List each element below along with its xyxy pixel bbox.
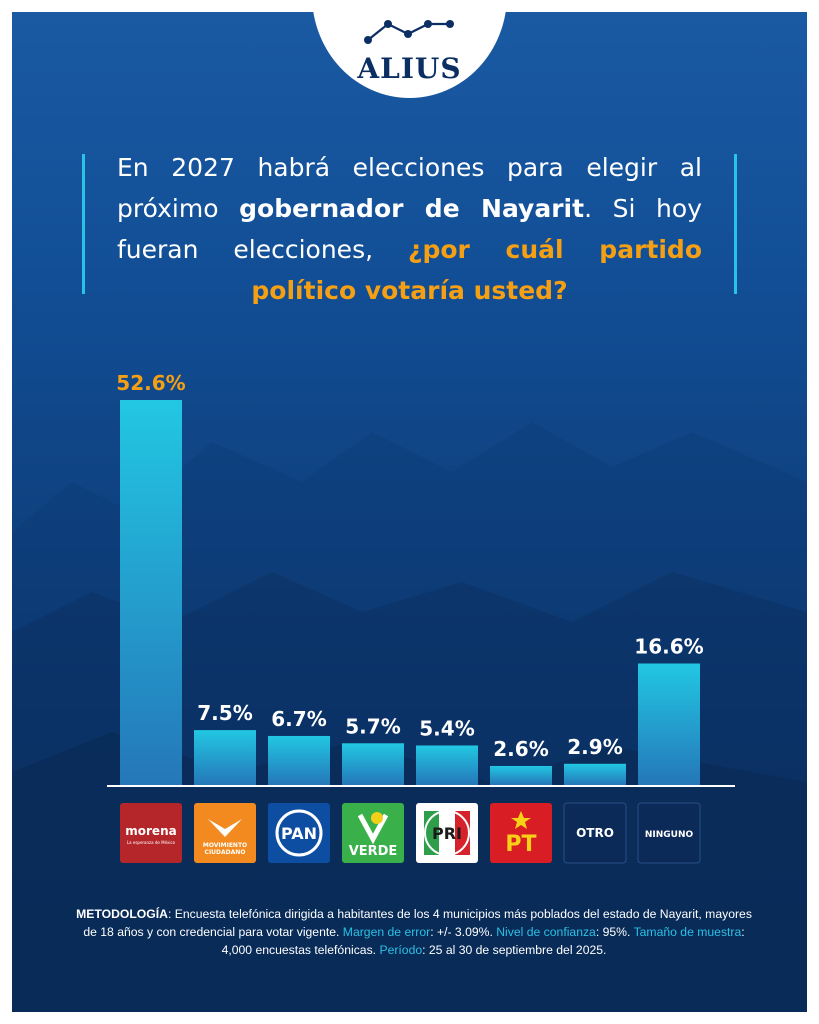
infographic-frame: ALIUS En 2027 habrá elecciones para eleg… (12, 12, 807, 1012)
logo-label-ninguno: NINGUNO (645, 830, 694, 840)
bar-verde (342, 743, 404, 785)
methodology-text: : Encuesta telefónica dirigida a habitan… (83, 907, 752, 939)
logo-label-mc-2: CIUDADANO (205, 849, 246, 856)
data-label-otro: 2.9% (567, 735, 622, 759)
logo-label-morena: morena (125, 824, 176, 838)
morena-logo-icon: morena La esperanza de México (120, 803, 182, 863)
mountain-background (12, 422, 807, 1012)
bar-morena (120, 400, 182, 785)
bar-pan (268, 735, 330, 785)
logo-label-otro: OTRO (576, 826, 614, 840)
question-part2: . Si hoy fueran elecciones, (117, 194, 702, 264)
brand-name: ALIUS (357, 52, 462, 85)
logo-sub-morena: La esperanza de México (127, 840, 176, 845)
bar-ninguno (638, 663, 700, 785)
bar-pri (416, 745, 478, 785)
margin-value: : +/- 3.09%. (430, 925, 497, 939)
logo-label-mc-1: MOVIMIENTO (203, 842, 247, 849)
question-part1: En 2027 habrá elecciones para elegir al … (117, 153, 702, 223)
pt-logo-icon: PT (490, 803, 552, 863)
bar-chart: 52.6% 7.5% 6.7% 5.7% 5.4% 2.6% 2.9% 16.6% moren… (107, 371, 735, 864)
data-label-movimiento-ciudadano: 7.5% (197, 701, 252, 725)
question-text: En 2027 habrá elecciones para elegir al … (117, 147, 702, 311)
ninguno-logo-icon: NINGUNO (637, 802, 701, 864)
period-value: : 25 al 30 de septiembre del 2025. (422, 943, 607, 957)
margin-label: Margen de error (342, 925, 431, 939)
logo-label-pt: PT (505, 832, 536, 857)
data-label-pan: 6.7% (271, 707, 326, 731)
data-label-morena: 52.6% (116, 371, 185, 395)
network-logo-icon (364, 20, 454, 44)
sample-label: Tamaño de muestra (633, 925, 742, 939)
logo-label-verde: VERDE (349, 844, 398, 859)
logo-label-pri: PRI (432, 824, 462, 843)
question-bold: gobernador de Nayarit (239, 194, 585, 223)
verde-logo-icon: VERDE (342, 803, 404, 863)
logo-label-pan: PAN (281, 824, 317, 843)
data-label-ninguno: 16.6% (634, 634, 703, 658)
question-left-accent (82, 154, 85, 294)
methodology-label: METODOLOGÍA (76, 907, 168, 921)
confidence-label: Nivel de confianza (496, 925, 596, 939)
question-highlight: ¿por cuál partido político votaría usted… (251, 235, 702, 305)
data-label-pri: 5.4% (419, 716, 474, 740)
methodology-note: METODOLOGÍA: Encuesta telefónica dirigid… (74, 905, 754, 959)
pri-logo-icon: PRI (416, 803, 478, 863)
bar-pt (490, 765, 552, 785)
question-right-accent (734, 154, 737, 294)
data-label-verde: 5.7% (345, 714, 400, 738)
pan-logo-icon: PAN (268, 803, 330, 863)
otro-logo-icon: OTRO (563, 802, 627, 864)
bar-movimiento-ciudadano (194, 730, 256, 785)
bar-otro (564, 763, 626, 785)
data-label-pt: 2.6% (493, 737, 548, 761)
confidence-value: : 95%. (595, 925, 634, 939)
period-label: Período (379, 943, 423, 957)
sample-value: : 4,000 encuestas telefónicas. (221, 925, 745, 957)
